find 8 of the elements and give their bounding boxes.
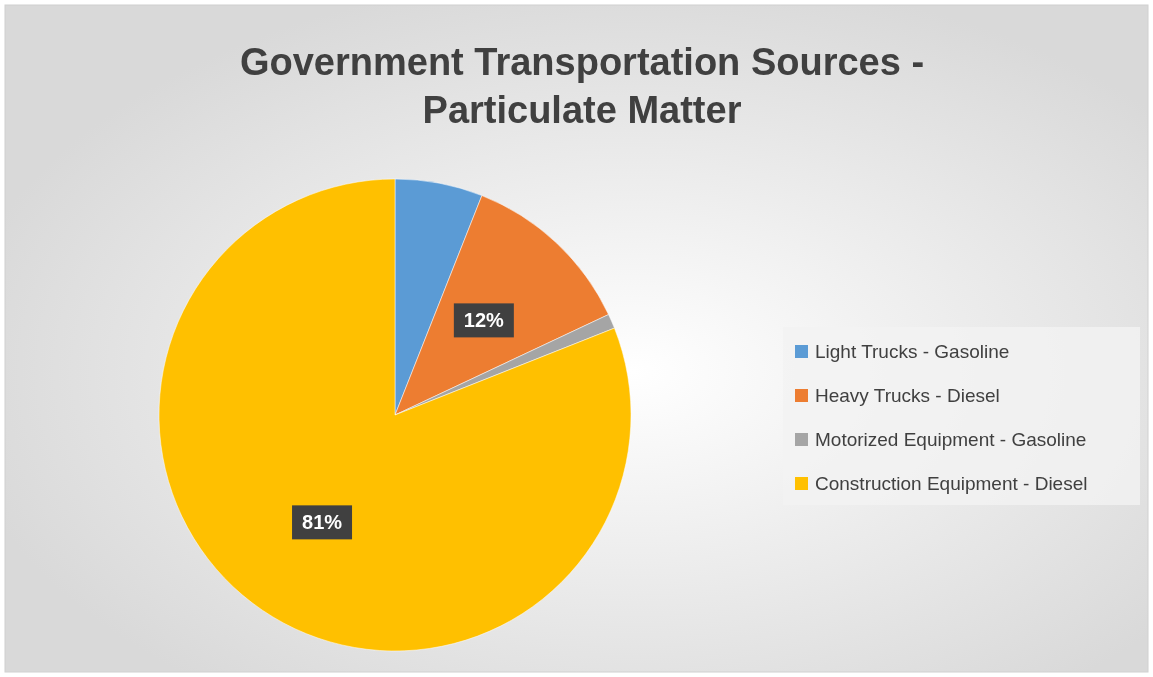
data-label: 81% bbox=[302, 511, 343, 534]
legend-label: Motorized Equipment - Gasoline bbox=[815, 428, 1087, 450]
chart-title: Government Transportation Sources - Particulate Matter bbox=[239, 41, 925, 131]
pie-slice bbox=[158, 178, 632, 652]
slice-label: Construction Equipment - Diesel bbox=[815, 472, 1088, 494]
legend-label: Heavy Trucks - Diesel bbox=[815, 384, 1000, 406]
data-label: 12% bbox=[463, 309, 505, 332]
legend-label: Light Trucks - Gasoline bbox=[815, 340, 1010, 362]
